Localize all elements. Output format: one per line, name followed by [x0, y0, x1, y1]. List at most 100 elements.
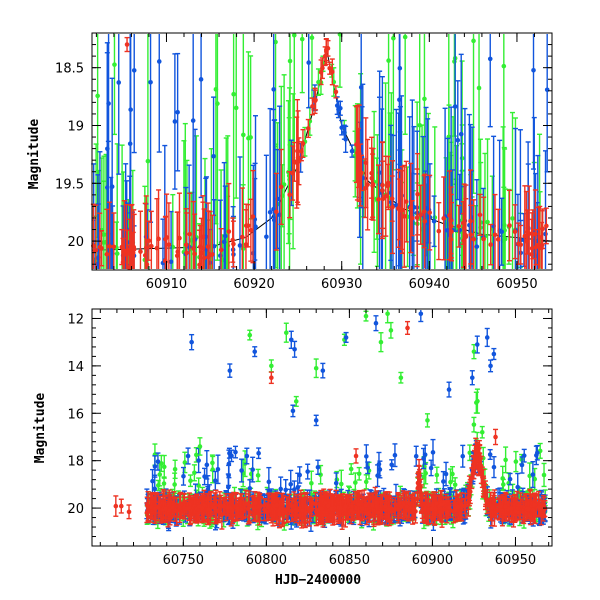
full-outlier-blue [292, 340, 298, 358]
zoom-point-red [273, 172, 279, 251]
zoom-point-red [184, 212, 190, 269]
zoom-point-red [358, 154, 364, 192]
zoom-point-blue [267, 107, 273, 269]
full-panel-data [113, 310, 548, 532]
full-point-blue [180, 466, 186, 486]
full-point-red [348, 504, 354, 517]
zoom-point-blue [221, 161, 227, 269]
full-point-blue [430, 438, 436, 466]
full-x-tick-label: 60950 [495, 553, 536, 568]
zoom-panel-axes: 60910 60920 60930 60940 60950 18.5 19 19.5 20 [55, 32, 553, 292]
zoom-point-blue [148, 34, 154, 223]
zoom-frame [91, 32, 553, 271]
zoom-point-green [299, 34, 305, 94]
full-point-green [500, 465, 506, 492]
full-outlier-green [283, 322, 289, 343]
zoom-point-red [403, 160, 409, 243]
zoom-point-blue [452, 34, 458, 232]
zoom-point-red [461, 183, 467, 269]
zoom-point-blue [306, 34, 312, 109]
full-outlier-blue [446, 381, 452, 398]
zoom-point-red [427, 174, 433, 251]
zoom-x-tick-label: 60940 [409, 277, 450, 292]
zoom-point-blue [455, 80, 461, 201]
zoom-x-tick-label: 60950 [496, 277, 537, 292]
full-point-blue [215, 454, 221, 485]
full-point-red [484, 488, 490, 515]
full-point-blue [376, 451, 382, 477]
full-x-tick-label: 60850 [329, 553, 370, 568]
zoom-point-red [205, 202, 211, 269]
full-point-green [471, 416, 477, 433]
zoom-point-red [197, 229, 203, 269]
zoom-point-blue [335, 100, 341, 119]
full-outlier-green [388, 321, 394, 339]
zoom-point-red [448, 201, 454, 262]
full-point-blue [389, 459, 395, 471]
full-y-tick-label: 12 [67, 312, 84, 327]
zoom-point-red [131, 213, 137, 269]
zoom-point-red [471, 199, 477, 269]
full-y-tick-label: 20 [67, 502, 84, 517]
full-point-red [532, 493, 538, 516]
zoom-point-red [390, 160, 395, 255]
zoom-point-red [523, 190, 529, 269]
full-outlier-green [471, 343, 477, 360]
zoom-point-blue [425, 118, 431, 269]
full-point-red [167, 501, 173, 520]
zoom-point-red [148, 210, 154, 269]
zoom-point-red [126, 244, 132, 271]
zoom-point-red [291, 141, 297, 182]
zoom-point-red [119, 228, 125, 266]
zoom-point-blue [175, 52, 181, 172]
zoom-point-red [295, 110, 301, 206]
full-point-red [234, 503, 240, 515]
zoom-point-blue [198, 34, 204, 199]
full-outlier-blue [227, 363, 233, 378]
zoom-point-red [278, 148, 284, 226]
zoom-point-blue [263, 154, 269, 269]
full-panel: 60750 60800 60850 60900 60950 12 14 16 18 20 Magn… [33, 308, 553, 588]
zoom-point-red [312, 87, 318, 115]
zoom-point-red [154, 197, 160, 269]
zoom-point-green [485, 138, 491, 269]
zoom-point-red [488, 223, 494, 266]
full-outlier-blue [189, 333, 195, 351]
full-point-green [255, 468, 261, 483]
full-point-green [513, 450, 519, 473]
full-point-green [348, 463, 354, 475]
zoom-point-red [305, 118, 311, 139]
zoom-point-blue [531, 34, 537, 170]
full-point-green [474, 388, 480, 414]
full-point-blue [256, 447, 262, 460]
zoom-point-red [370, 153, 376, 218]
full-x-tick-label: 60900 [412, 553, 453, 568]
full-point-green [541, 462, 547, 488]
zoom-point-red [512, 204, 518, 260]
zoom-point-blue [116, 34, 122, 175]
full-panel-axes: 60750 60800 60850 60900 60950 12 14 16 18 20 [67, 308, 553, 568]
full-y-tick-label: 16 [67, 407, 84, 422]
zoom-point-red [239, 187, 245, 269]
zoom-point-red [418, 184, 424, 245]
zoom-y-tick-label: 19 [67, 119, 84, 134]
full-point-blue [232, 445, 238, 459]
full-point-blue [196, 447, 202, 474]
full-point-green [434, 466, 440, 484]
zoom-y-tick-label: 18.5 [55, 62, 84, 77]
zoom-x-tick-label: 60920 [233, 277, 274, 292]
full-outlier-green [398, 371, 404, 384]
full-panel-y-axis-title: Magnitude [33, 393, 48, 464]
zoom-point-green [233, 34, 239, 199]
full-outlier-blue [491, 347, 497, 361]
zoom-point-red [243, 209, 249, 269]
full-point-blue [365, 461, 371, 475]
full-point-red [245, 493, 251, 525]
full-point-green [318, 464, 324, 485]
zoom-point-red [333, 85, 339, 99]
full-outlier-green [313, 358, 319, 379]
full-point-red [389, 498, 395, 525]
full-point-red [144, 502, 150, 524]
zoom-point-red [376, 164, 382, 235]
zoom-point-green [214, 34, 220, 261]
